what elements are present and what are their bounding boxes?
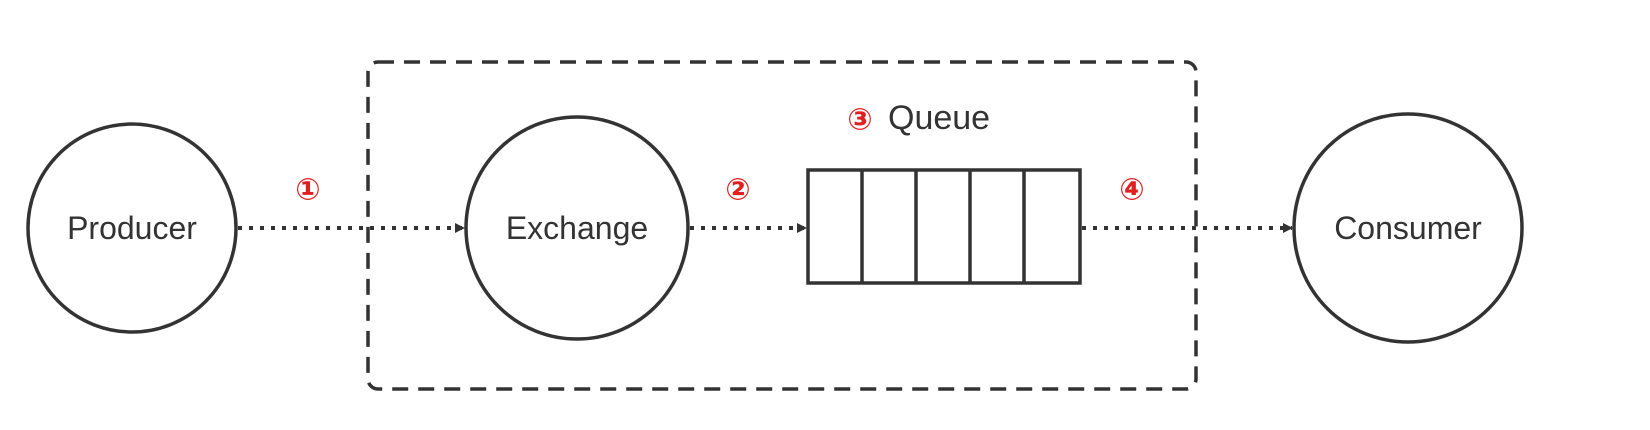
step-number-2: ②	[725, 173, 750, 208]
exchange-circle	[464, 115, 690, 341]
queue-box	[806, 168, 1082, 285]
step-number-4: ④	[1119, 173, 1144, 208]
exchange-node: Exchange	[464, 115, 690, 341]
step-number-1: ①	[295, 173, 320, 208]
exchange-label: Exchange	[506, 210, 648, 246]
consumer-node: Consumer	[1292, 112, 1524, 344]
queue-label: Queue	[888, 99, 990, 137]
consumer-circle	[1292, 112, 1524, 344]
consumer-label: Consumer	[1334, 210, 1482, 246]
producer-label: Producer	[67, 210, 197, 246]
arrow-queue-to-consumer: ④	[1082, 173, 1293, 233]
broker-boundary	[366, 60, 1198, 391]
producer-circle	[26, 122, 238, 334]
producer-node: Producer	[26, 122, 238, 334]
arrow-exchange-to-queue: ②	[690, 173, 807, 233]
queue: ③ Queue	[806, 99, 1082, 285]
queue-step-number: ③	[847, 103, 872, 138]
arrow-producer-to-exchange: ①	[238, 173, 465, 233]
